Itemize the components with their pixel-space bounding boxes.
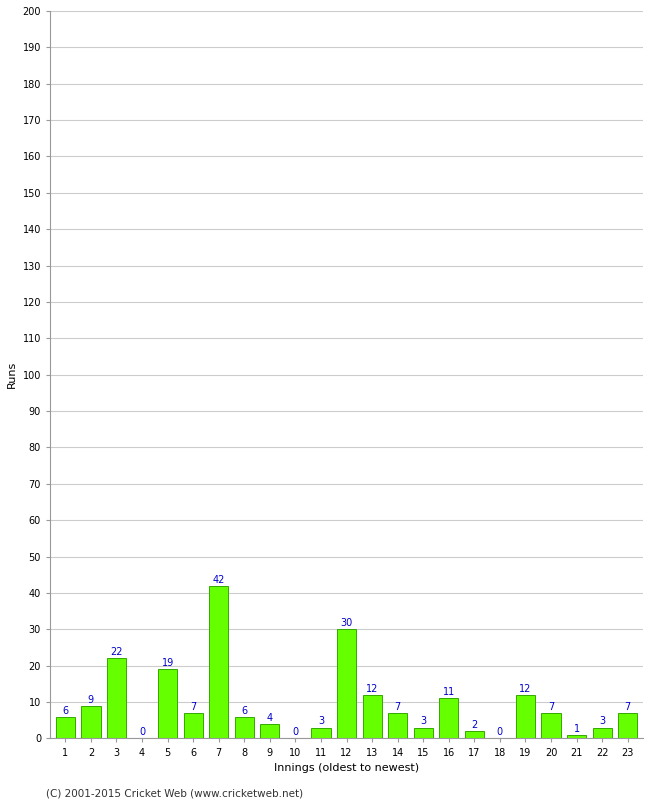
Text: 22: 22 — [111, 647, 123, 658]
Text: 30: 30 — [341, 618, 353, 628]
Bar — [618, 713, 637, 738]
Text: 3: 3 — [599, 717, 605, 726]
Text: 3: 3 — [318, 717, 324, 726]
Text: 7: 7 — [190, 702, 196, 712]
Text: 6: 6 — [62, 706, 68, 715]
Text: 12: 12 — [366, 684, 378, 694]
Bar — [516, 695, 535, 738]
Bar — [183, 713, 203, 738]
Y-axis label: Runs: Runs — [7, 361, 17, 388]
Text: 11: 11 — [443, 687, 455, 698]
Text: 0: 0 — [139, 727, 145, 738]
Bar — [567, 735, 586, 738]
Text: 3: 3 — [420, 717, 426, 726]
Bar — [388, 713, 408, 738]
Bar — [81, 706, 101, 738]
Text: 9: 9 — [88, 694, 94, 705]
Bar — [56, 717, 75, 738]
Bar — [541, 713, 560, 738]
Text: 42: 42 — [213, 574, 225, 585]
Text: 0: 0 — [292, 727, 298, 738]
Text: 12: 12 — [519, 684, 532, 694]
X-axis label: Innings (oldest to newest): Innings (oldest to newest) — [274, 763, 419, 773]
Bar — [593, 727, 612, 738]
Bar — [363, 695, 382, 738]
Bar — [439, 698, 458, 738]
Text: 7: 7 — [625, 702, 631, 712]
Text: 2: 2 — [471, 720, 478, 730]
Bar — [209, 586, 228, 738]
Bar — [413, 727, 433, 738]
Bar — [337, 630, 356, 738]
Bar — [465, 731, 484, 738]
Text: 4: 4 — [266, 713, 273, 723]
Text: 1: 1 — [573, 724, 580, 734]
Bar — [158, 670, 177, 738]
Text: 6: 6 — [241, 706, 248, 715]
Bar — [107, 658, 126, 738]
Bar — [311, 727, 331, 738]
Bar — [235, 717, 254, 738]
Bar — [260, 724, 280, 738]
Text: 19: 19 — [161, 658, 174, 668]
Text: (C) 2001-2015 Cricket Web (www.cricketweb.net): (C) 2001-2015 Cricket Web (www.cricketwe… — [46, 788, 303, 798]
Text: 7: 7 — [395, 702, 401, 712]
Text: 0: 0 — [497, 727, 503, 738]
Text: 7: 7 — [548, 702, 554, 712]
